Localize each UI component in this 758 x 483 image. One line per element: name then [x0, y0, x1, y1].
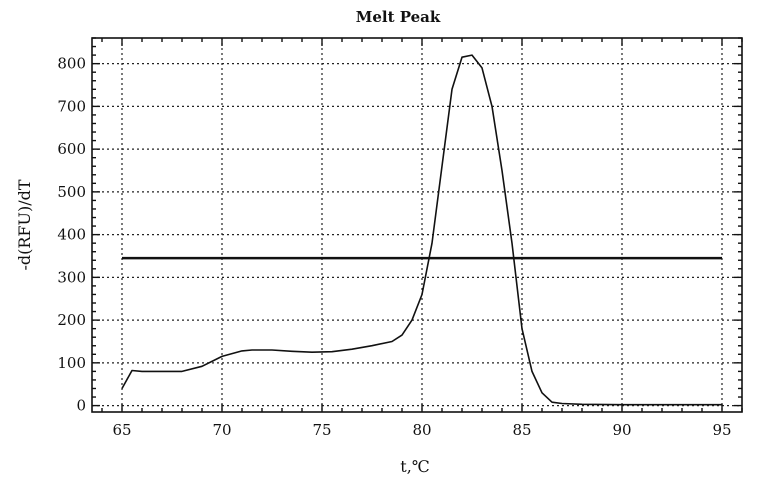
y-tick-label: 600 [57, 140, 86, 158]
chart-title: Melt Peak [356, 8, 441, 26]
x-tick-label: 80 [412, 421, 431, 439]
y-axis-label: -d(RFU)/dT [15, 179, 34, 270]
y-tick-label: 700 [57, 97, 86, 115]
x-axis-label: t,℃ [400, 457, 429, 476]
y-tick-label: 300 [57, 268, 86, 286]
y-tick-label: 200 [57, 311, 86, 329]
y-tick-labels: 0 100 200 300 400 500 600 700 800 [57, 55, 86, 415]
x-tick-label: 65 [112, 421, 131, 439]
y-tick-label: 400 [57, 226, 86, 244]
y-tick-label: 0 [76, 397, 86, 415]
grid-lines [92, 38, 742, 412]
x-tick-label: 95 [712, 421, 731, 439]
axis-ticks [92, 37, 743, 412]
melt-curve-line [121, 54, 722, 406]
y-tick-label: 100 [57, 354, 86, 372]
x-tick-label: 90 [612, 421, 631, 439]
x-tick-label: 85 [512, 421, 531, 439]
y-tick-label: 500 [57, 183, 86, 201]
x-tick-label: 70 [212, 421, 231, 439]
plot-frame [91, 37, 743, 413]
x-tick-label: 75 [312, 421, 331, 439]
y-tick-label: 800 [57, 55, 86, 73]
series-layer [121, 54, 722, 406]
x-tick-labels: 65 70 75 80 85 90 95 [112, 421, 731, 439]
